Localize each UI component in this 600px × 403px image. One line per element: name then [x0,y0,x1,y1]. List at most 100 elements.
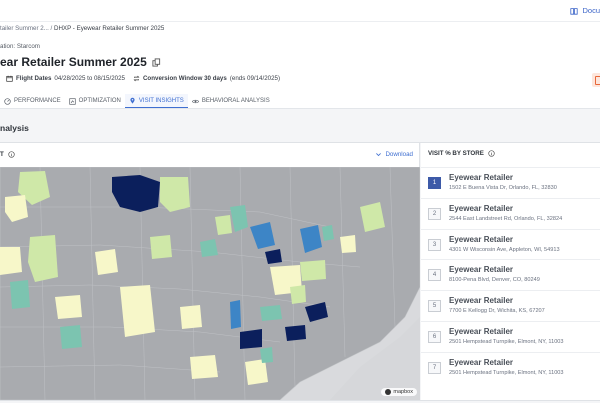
sliders-icon [69,97,76,105]
chevron-down-icon [376,152,382,156]
conversion-window: Conversion Window 30 days (ends 09/14/20… [133,75,280,82]
page-title: ear Retailer Summer 2025 [0,55,161,69]
region-blue-s [230,300,241,329]
top-bar [0,0,600,22]
region-yellow-w2 [0,247,22,275]
breadcrumb: tailer Summer 2... / DHXP - Eyewear Reta… [0,25,164,32]
region-high-s [240,329,262,349]
region-teal-sw [60,325,82,349]
region-blue-2 [300,225,322,253]
book-icon [570,7,579,15]
info-icon[interactable] [488,150,495,157]
bottom-divider [0,400,600,401]
tab-bar: PERFORMANCE OPTIMIZATION VISIT INSIGHTS … [0,94,274,108]
region-yellow-ne [340,235,356,253]
tab-performance-label: PERFORMANCE [14,98,61,104]
download-button[interactable]: Download [375,151,413,158]
region-teal-2 [322,225,334,241]
section-divider [0,142,600,143]
store-rank: 2 [428,207,441,220]
docs-link[interactable]: Docu [570,6,600,15]
eye-icon [191,99,199,103]
map-pin-icon [130,97,135,104]
region-high-se1 [285,325,306,341]
calendar-icon [6,75,13,82]
store-name: Eyewear Retailer [449,234,514,244]
region-green-n [160,177,190,212]
region-green-w [28,235,58,282]
region-green-e [300,260,326,281]
flight-dates-label: Flight Dates [16,75,52,82]
store-row[interactable]: 4 Eyewear Retailer 8100-Pena Blvd, Denve… [421,259,600,290]
store-name: Eyewear Retailer [449,265,514,275]
store-rank: 1 [428,177,441,189]
region-blue-1 [250,222,275,249]
export-pdf-icon[interactable] [592,73,600,87]
region-yellow-c1 [95,249,118,275]
region-green-nw [18,171,50,205]
region-green-se [290,285,306,304]
store-rank: 3 [428,238,441,251]
copy-icon[interactable] [152,57,161,67]
docs-label: Docu [582,6,600,15]
region-teal-1 [230,205,248,232]
map-title-label: T [0,150,4,158]
region-high-se2 [305,302,328,322]
store-row[interactable]: 7 Eyewear Retailer 2501 Hempstead Turnpi… [421,351,600,383]
mapbox-logo-icon [385,389,392,395]
map-title: T [0,151,15,158]
store-panel: VISIT % BY STORE 1 Eyewear Retailer 1502… [421,143,600,400]
store-row[interactable]: 5 Eyewear Retailer 7700 E Kellogg Dr, Wi… [421,290,600,321]
store-address: 2501 Hempstead Turnpike, Elmont, NY, 110… [449,369,564,376]
tab-behavioral-analysis[interactable]: BEHAVIORAL ANALYSIS [188,94,274,108]
breadcrumb-parent[interactable]: tailer Summer 2... / [0,25,53,32]
tabs-divider [0,108,600,109]
info-icon[interactable] [8,150,15,158]
breadcrumb-current: DHXP - Eyewear Retailer Summer 2025 [54,25,165,32]
tab-visit-insights[interactable]: VISIT INSIGHTS [124,94,188,108]
store-rank: 4 [428,269,441,282]
region-yellow-fl [245,359,268,385]
organization-value: Starcom [16,43,40,50]
region-high-north [112,175,160,212]
organization-label: ation: [0,43,16,50]
region-teal-fl [260,347,273,363]
store-name: Eyewear Retailer [449,173,514,182]
store-name: Eyewear Retailer [449,296,514,306]
region-teal-s [260,305,282,321]
store-row[interactable]: 6 Eyewear Retailer 2501 Hempstead Turnpi… [421,320,600,352]
campaign-meta: Flight Dates 04/28/2025 to 08/15/2025 Co… [6,75,288,82]
store-address: 2501 Hempstead Turnpike, Elmont, NY, 110… [449,338,564,345]
store-row[interactable]: 1 Eyewear Retailer 1502 E Buena Vista Dr… [421,167,600,198]
map-card: T Download [0,143,420,400]
store-rank: 7 [428,361,441,374]
tab-visit-insights-label: VISIT INSIGHTS [138,97,184,104]
region-yellow-s3 [190,355,218,379]
store-name: Eyewear Retailer [449,203,514,213]
store-address: 4301 W Wisconsin Ave, Appleton, WI, 5491… [449,246,560,253]
store-row[interactable]: 3 Eyewear Retailer 4301 W Wisconsin Ave,… [421,228,600,260]
store-address: 2544 East Landstreet Rd, Orlando, FL, 32… [449,215,563,222]
region-polygons [0,171,385,385]
store-rank: 5 [428,300,441,313]
region-yellow-sw [120,285,155,337]
campaign-title: ear Retailer Summer 2025 [0,55,147,69]
ocean-area [330,317,420,400]
tab-performance[interactable]: PERFORMANCE [0,94,65,108]
region-green-ne [360,202,385,232]
region-teal-c [200,239,218,257]
tab-optimization[interactable]: OPTIMIZATION [65,94,125,108]
organization-line: ation: Starcom [0,43,40,50]
store-rank: 6 [428,330,441,343]
store-row[interactable]: 2 Eyewear Retailer 2544 East Landstreet … [421,197,600,229]
mapbox-attribution[interactable]: mapbox [381,388,417,396]
store-address: 7700 E Kellogg Dr, Wichita, KS, 67207 [449,308,545,315]
region-green-c [150,235,172,259]
store-panel-title: VISIT % BY STORE [428,150,484,157]
region-green-2 [215,215,232,235]
choropleth-map[interactable]: mapbox [0,167,420,400]
download-label: Download [385,150,413,158]
store-address: 8100-Pena Blvd, Denver, CO, 80249 [449,277,540,284]
flight-dates: Flight Dates 04/28/2025 to 08/15/2025 [6,75,125,82]
region-yellow-w [5,195,28,222]
